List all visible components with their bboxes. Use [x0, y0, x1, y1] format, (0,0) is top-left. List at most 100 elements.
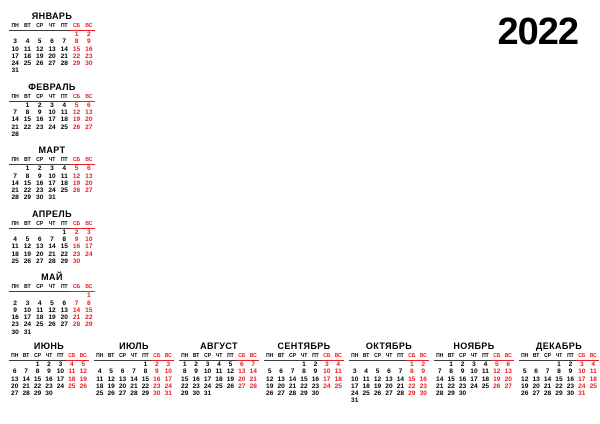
- empty-cell: [46, 67, 58, 74]
- week-row: 8 9 10 11 12 13 14: [179, 368, 259, 375]
- day-cell: 20: [118, 382, 127, 390]
- day-cell: 26: [226, 382, 235, 390]
- week-row: 11 12 13 14 15 16 17: [9, 243, 95, 250]
- day-cell: 16: [45, 375, 53, 383]
- week-row: 28 29 30: [434, 390, 514, 397]
- day-cell: 13: [60, 306, 68, 314]
- day-cell: 8: [449, 368, 453, 376]
- empty-cell: [383, 361, 394, 369]
- day-cell: 27: [11, 390, 19, 398]
- day-cell: 27: [504, 382, 512, 390]
- empty-cell: [94, 361, 105, 369]
- day-cell: 20: [48, 52, 56, 60]
- day-cell: 23: [72, 250, 81, 258]
- weekday-header: СБ: [70, 220, 83, 229]
- day-cell: 19: [72, 116, 81, 124]
- day-cell: 30: [192, 390, 200, 398]
- day-cell: 24: [351, 390, 359, 398]
- weekday-header: СР: [116, 353, 129, 361]
- day-cell: 22: [447, 382, 455, 390]
- day-cell: 19: [521, 382, 529, 390]
- empty-cell: [20, 361, 31, 369]
- empty-cell: [58, 131, 70, 138]
- day-cell: 26: [72, 123, 81, 131]
- day-cell: 7: [13, 172, 17, 180]
- day-cell: 18: [215, 375, 223, 383]
- day-cell: 22: [23, 123, 32, 131]
- day-cell: 11: [68, 368, 76, 376]
- day-cell: 9: [154, 368, 159, 376]
- day-cell: 26: [373, 390, 382, 398]
- weekday-header: СБ: [576, 353, 588, 361]
- empty-cell: [70, 67, 82, 74]
- day-cell: 25: [60, 187, 68, 195]
- day-cell: 2: [194, 361, 198, 368]
- day-cell: 2: [154, 361, 159, 368]
- weekday-header: ЧТ: [468, 353, 480, 361]
- day-cell: 10: [203, 368, 212, 376]
- empty-cell: [372, 361, 383, 369]
- month-grid: ПН ВТ СР ЧТ ПТ СБ ВС 1 2 3 4 5 6 7 8 9 10 11 12 13 14 15 16 17 1…: [179, 353, 259, 397]
- day-cell: 2: [37, 101, 42, 109]
- weekday-header: ЧТ: [45, 284, 59, 293]
- day-cell: 7: [290, 368, 295, 376]
- day-cell: 26: [48, 321, 56, 329]
- day-cell: 6: [239, 361, 244, 368]
- empty-cell: [248, 390, 259, 397]
- day-cell: 6: [506, 361, 511, 368]
- empty-cell: [383, 397, 394, 404]
- week-row: 12 13 14 15 16 17 18: [264, 376, 344, 383]
- day-cell: 4: [69, 361, 74, 368]
- weekday-header: ПН: [519, 353, 531, 361]
- weekday-header: ПН: [94, 353, 106, 361]
- day-cell: 9: [47, 368, 51, 376]
- day-cell: 30: [72, 257, 81, 265]
- day-cell: 21: [543, 382, 552, 390]
- empty-cell: [9, 292, 21, 300]
- day-cell: 3: [352, 368, 357, 376]
- day-cell: 2: [37, 165, 42, 173]
- weekday-header: СР: [33, 284, 46, 293]
- day-cell: 25: [334, 382, 342, 390]
- weekday-header: СР: [201, 353, 214, 361]
- day-cell: 22: [85, 314, 93, 322]
- weekday-header: ЧТ: [553, 353, 565, 361]
- month-december: ДЕКАБРЬ ПН ВТ СР ЧТ ПТ СБ ВС 1 2 3 4 5 6 7 8 9 10 11 12 13 14…: [519, 341, 599, 397]
- week-row: 19 20 21 22 23 24 25: [264, 383, 344, 390]
- day-cell: 3: [87, 228, 91, 236]
- month-november: НОЯБРЬ ПН ВТ СР ЧТ ПТ СБ ВС 1 2 3 4 5 6 7 8 9 10 11 12 13 14 1…: [434, 341, 514, 397]
- day-cell: 18: [481, 375, 490, 383]
- empty-cell: [333, 390, 344, 397]
- day-cell: 11: [36, 306, 44, 314]
- weekday-header: ЧТ: [45, 157, 59, 166]
- day-cell: 26: [79, 382, 87, 390]
- empty-cell: [406, 397, 417, 404]
- weekday-header: ПН: [9, 93, 22, 102]
- day-cell: 29: [555, 390, 563, 398]
- week-row: 6 7 8 9 10 11 12: [9, 368, 89, 375]
- week-row: 17 18 19 20 21 22 23: [349, 383, 429, 390]
- day-cell: 27: [118, 390, 127, 398]
- day-cell: 9: [74, 236, 79, 244]
- day-cell: 29: [85, 321, 93, 329]
- day-cell: 11: [215, 368, 223, 376]
- day-cell: 22: [408, 382, 416, 390]
- day-cell: 11: [362, 375, 370, 383]
- day-cell: 31: [351, 397, 359, 405]
- year-label: 2022: [497, 11, 579, 53]
- empty-cell: [9, 361, 20, 369]
- weekday-header: ВС: [77, 353, 89, 361]
- month-title: МАРТ: [38, 145, 66, 156]
- day-cell: 3: [324, 361, 329, 368]
- day-cell: 28: [130, 390, 138, 398]
- month-grid: ПН ВТ СР ЧТ ПТ СБ ВС 1 2 3 4 5 6 7 8 9 10 11 12 13 14 15 16 17 1…: [9, 93, 95, 138]
- day-cell: 5: [81, 361, 86, 368]
- day-cell: 10: [48, 172, 56, 180]
- weekday-header: ПТ: [479, 353, 492, 361]
- day-cell: 14: [436, 375, 444, 383]
- day-cell: 1: [25, 101, 30, 109]
- weekday-header-row: ПН ВТ СР ЧТ ПТ СБ ВС: [9, 157, 95, 166]
- day-cell: 12: [72, 109, 81, 117]
